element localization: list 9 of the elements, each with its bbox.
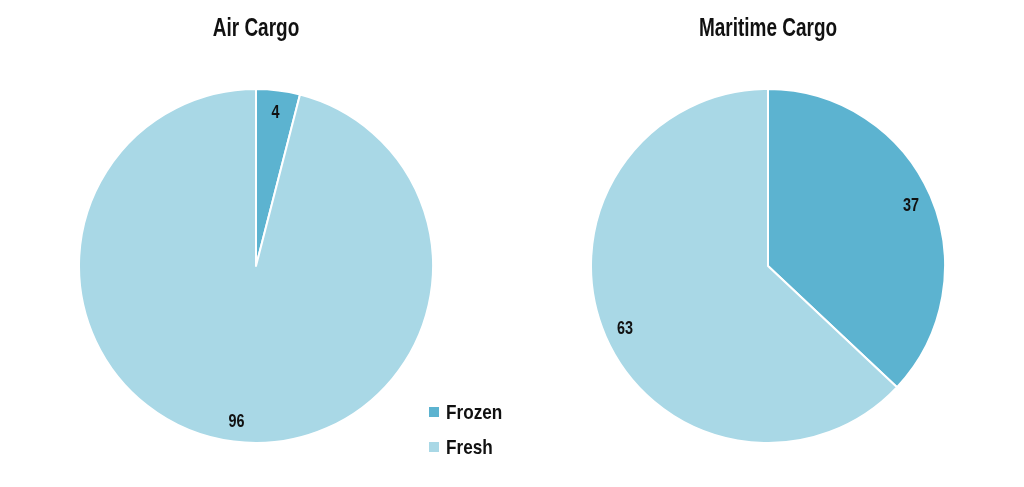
chart-title: Maritime Cargo: [698, 13, 838, 42]
legend-label: Fresh: [446, 435, 493, 459]
data-label: 63: [617, 317, 634, 338]
data-label: 96: [228, 410, 245, 431]
chart-title: Air Cargo: [212, 13, 300, 42]
data-label: 37: [902, 194, 919, 215]
data-label: 4: [271, 101, 280, 122]
pie-slice: [78, 88, 434, 444]
legend-label: Frozen: [446, 400, 503, 424]
